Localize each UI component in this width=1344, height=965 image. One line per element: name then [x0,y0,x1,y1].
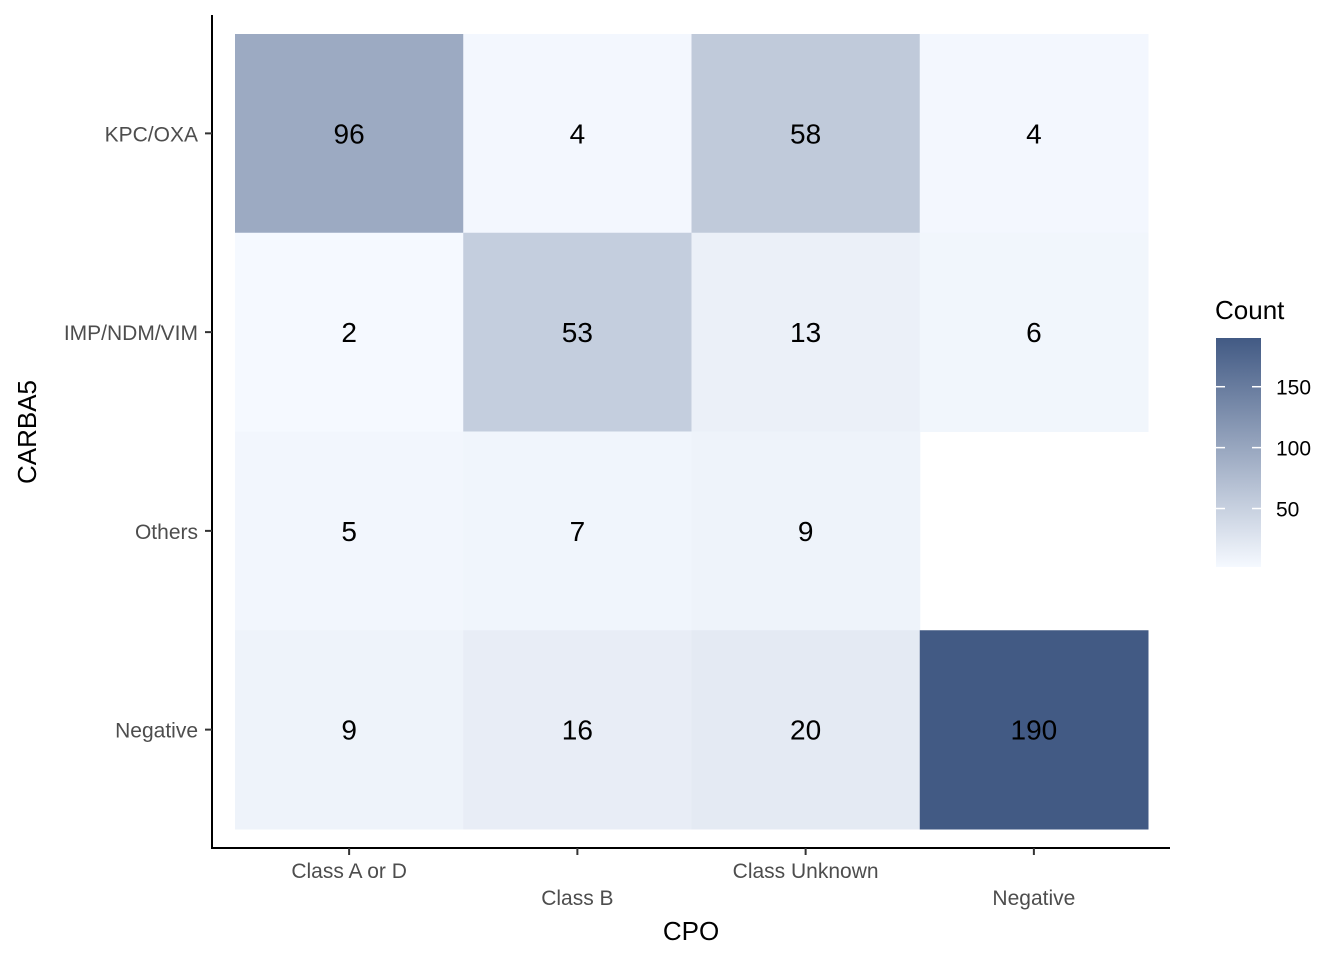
axes-layer [211,15,1170,849]
cell-value-label: 9 [798,516,814,547]
cell-value-label: 58 [790,118,821,149]
cell-value-label: 7 [570,516,586,547]
x-tick-label: Class B [541,887,613,910]
x-tick-label: Class Unknown [733,860,879,883]
heatmap-cell [235,232,464,432]
legend-colorbar [1216,338,1261,567]
y-tick-label: Others [135,521,198,544]
cell-value-label: 9 [341,715,357,746]
cell-value-label: 4 [1026,118,1042,149]
heatmap-cell [691,431,921,631]
ticks-layer: Class A or D Class B Class Unknown Negative… [64,123,1075,910]
heatmap-cell [235,431,464,631]
heatmap-cell [919,630,1149,830]
heatmap-cell [235,630,464,830]
heatmap-cell [691,232,921,432]
cell-value-label: 2 [341,317,357,348]
heatmap-cell [919,34,1149,234]
cell-value-label: 16 [562,715,593,746]
cell-value-label: 53 [562,317,593,348]
heatmap-cell [463,431,692,631]
heatmap-cell [463,232,692,432]
cell-value-label: 96 [334,118,365,149]
cell-value-label: 20 [790,715,821,746]
cell-value-label: 6 [1026,317,1042,348]
heatmap-cell [235,34,464,234]
heatmap-cell [691,34,921,234]
cell-value-label: 13 [790,317,821,348]
legend-tick-label: 150 [1276,377,1311,400]
x-tick-label: Negative [992,887,1075,910]
y-tick-label: Negative [115,720,198,743]
heatmap-cell [691,630,921,830]
legend: Count 50 100 150 [1215,295,1311,567]
heatmap-cell [463,34,692,234]
heatmap-cell [463,630,692,830]
cell-value-label: 190 [1011,715,1058,746]
heatmap-cell [919,232,1149,432]
cells-layer: 96 4 58 4 2 53 13 6 5 7 9 9 16 20 190 [235,34,1149,830]
cell-value-label: 5 [341,516,357,547]
legend-tick-label: 50 [1276,499,1299,522]
legend-ticks: 50 100 150 [1216,377,1311,522]
legend-title: Count [1215,295,1285,325]
legend-tick-label: 100 [1276,438,1311,461]
x-axis-title: CPO [663,916,719,946]
y-tick-label: IMP/NDM/VIM [64,322,198,345]
y-axis-title: CARBA5 [12,380,42,484]
cell-value-label: 4 [570,118,586,149]
x-tick-label: Class A or D [291,860,407,883]
y-tick-label: KPC/OXA [105,123,198,146]
